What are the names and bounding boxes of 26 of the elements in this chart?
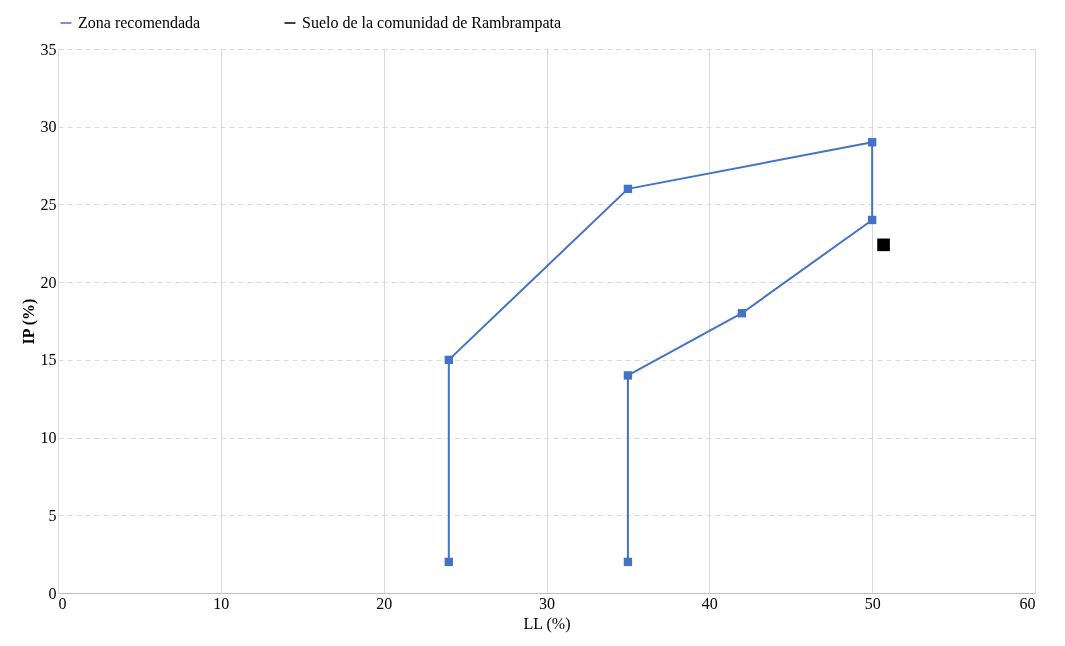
point: [623, 371, 633, 380]
x-tick-label: 60: [1019, 594, 1036, 612]
point: [623, 184, 633, 194]
y-tick-label: 20: [40, 273, 57, 291]
x-tick-label: 40: [701, 594, 718, 612]
point: [877, 238, 890, 252]
point: [444, 557, 453, 567]
x-tick-label: 50: [864, 594, 881, 612]
y-tick-label: 25: [40, 195, 57, 213]
x-tick-label: 20: [376, 594, 393, 612]
point: [444, 355, 453, 365]
y-tick-label: 10: [40, 429, 57, 447]
x-tick-label: 30: [539, 594, 555, 612]
y-axis-title: IP (%): [19, 298, 38, 345]
x-axis-title: LL (%): [523, 614, 571, 633]
y-tick-label: 15: [40, 351, 57, 369]
y-tick-label: 5: [48, 506, 57, 524]
legend-label: Suelo de la comunidad de Rambrampata: [302, 14, 562, 32]
point: [623, 557, 633, 567]
y-tick-label: 35: [40, 40, 57, 58]
point: [737, 309, 747, 318]
legend-label: Zona recomendada: [78, 14, 201, 31]
y-tick-label: 30: [40, 118, 57, 136]
point: [867, 138, 877, 147]
point: [867, 215, 877, 225]
x-tick-label: 10: [213, 594, 230, 612]
